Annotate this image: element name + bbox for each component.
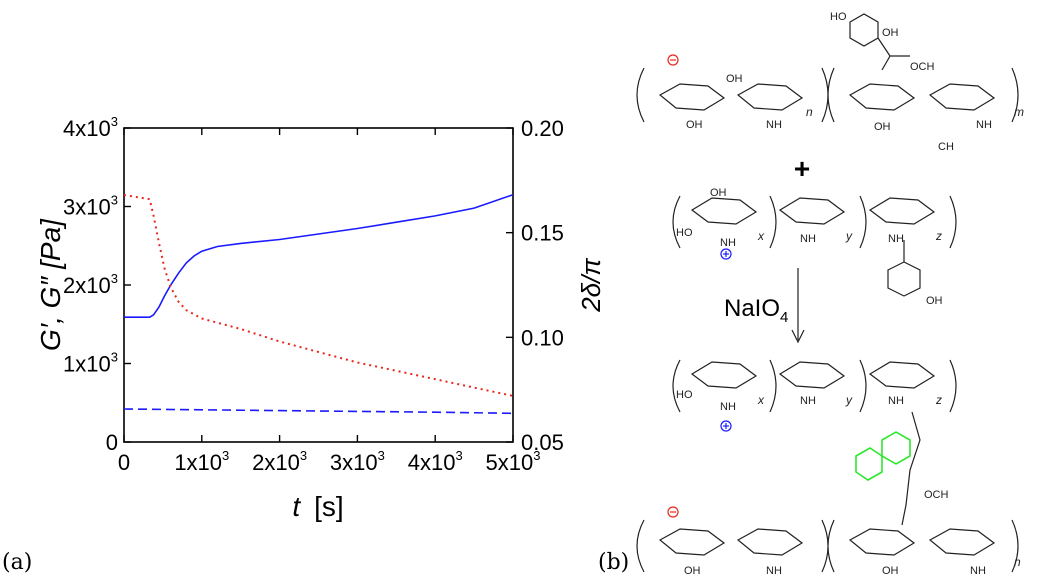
svg-text:n: n: [806, 105, 813, 119]
svg-text:NH: NH: [888, 395, 904, 407]
bottom-ring-4: [928, 528, 996, 556]
y-right-axis-label: 2δ/π: [576, 258, 606, 313]
svg-text:NH: NH: [800, 395, 816, 407]
svg-text:z: z: [935, 229, 942, 243]
mid-ring-3: [868, 197, 936, 225]
bottom-ring-1: [658, 528, 726, 556]
prod-ring-2: [778, 361, 846, 389]
x-tick-label: 1x103: [174, 448, 229, 475]
y-left-tick-label: 0: [106, 430, 118, 455]
x-tick-label: 5x103: [486, 448, 541, 475]
prod-left-paren: [672, 359, 681, 413]
svg-text:m: m: [1014, 105, 1024, 119]
svg-text:OH: OH: [882, 27, 899, 39]
bottom-ring-2: [736, 528, 804, 556]
svg-text:x: x: [757, 393, 765, 407]
prod-ring-1: [690, 361, 758, 389]
series-line-2: [123, 194, 514, 397]
svg-text:OH: OH: [926, 295, 943, 307]
series-line-1: [124, 193, 514, 319]
mid-left-paren: [672, 195, 681, 249]
bottom-right-paren: [1011, 519, 1019, 573]
y-left-axis-label: G′, G″ [Pa]: [35, 218, 66, 351]
top-mid-paren-2: [827, 67, 835, 123]
svg-text:x: x: [757, 229, 765, 243]
svg-text:n: n: [1014, 555, 1021, 569]
svg-text:OH: OH: [684, 565, 701, 577]
svg-text:NH: NH: [970, 565, 986, 577]
svg-text:NH: NH: [766, 565, 782, 577]
svg-text:z: z: [935, 393, 942, 407]
top-ring-4: [928, 83, 996, 111]
svg-text:NH: NH: [720, 401, 736, 413]
top-ring-1: [658, 83, 726, 111]
plus-sign: +: [794, 153, 810, 184]
catechol-ring-top: [849, 13, 879, 47]
top-left-paren: [636, 67, 645, 123]
top-mid-paren: [821, 67, 829, 123]
svg-text:OCH: OCH: [924, 489, 949, 501]
y-right-tick-label: 0.05: [521, 430, 564, 455]
plot-frame: [123, 127, 514, 443]
x-tick-label: 4x103: [408, 448, 463, 475]
mid-ring-2: [778, 197, 846, 225]
svg-text:HO: HO: [676, 227, 693, 239]
series-layer: [123, 193, 514, 415]
y-left-tick-label: 4x103: [63, 114, 118, 141]
y-right-tick-label: 0.20: [521, 116, 564, 141]
x-tick-label: 2x103: [252, 448, 307, 475]
svg-text:NH: NH: [720, 237, 736, 249]
svg-text:OH: OH: [710, 187, 727, 199]
svg-text:OH: OH: [882, 565, 899, 577]
bottom-ring-3: [848, 528, 916, 556]
x-axis-label: t [s]: [292, 491, 343, 522]
reaction-scheme: HO OH OH OCH OH NH OH NH CH OH HO NH NH …: [636, 11, 1024, 577]
y-right-tick-label: 0.10: [521, 325, 564, 350]
svg-text:OH: OH: [726, 73, 743, 85]
top-ring-3: [848, 83, 916, 111]
svg-text:HO: HO: [676, 389, 693, 401]
x-tick-label: 3x103: [330, 448, 385, 475]
svg-text:NH: NH: [976, 119, 992, 131]
rheology-chart: 0 1x103 2x103 3x103 4x103 5x103 0 1x103 2x103 3x1…: [35, 114, 606, 522]
svg-text:OH: OH: [686, 119, 703, 131]
ticks-layer: 0 1x103 2x103 3x103 4x103 5x103 0 1x103 2x103 3x1…: [63, 114, 564, 475]
bottom-left-paren: [636, 519, 645, 573]
svg-text:CH: CH: [938, 141, 954, 153]
panel-label-b: (b): [598, 550, 630, 575]
series-line-3: [123, 408, 514, 415]
mid-ring-1: [690, 197, 758, 225]
svg-text:NH: NH: [766, 119, 782, 131]
top-right-paren: [1011, 67, 1019, 123]
y-right-tick-label: 0.15: [521, 221, 564, 246]
y-left-tick-label: 2x103: [63, 271, 118, 298]
y-left-tick-label: 1x103: [63, 350, 118, 377]
svg-text:NH: NH: [800, 233, 816, 245]
anion-charge: [667, 54, 679, 518]
cation-charge: [720, 248, 732, 432]
svg-text:y: y: [845, 229, 853, 243]
reagent-label: NaIO4: [724, 295, 788, 326]
crosslink-ring: [855, 431, 911, 481]
catechol-ring-mid: [887, 261, 921, 297]
svg-text:OH: OH: [874, 121, 891, 133]
svg-text:OCH: OCH: [910, 61, 935, 73]
svg-text:NH: NH: [888, 233, 904, 245]
panel-label-a: (a): [2, 550, 33, 575]
prod-ring-3: [868, 361, 936, 389]
y-left-tick-label: 3x103: [63, 193, 118, 220]
svg-text:HO: HO: [830, 11, 847, 23]
top-ring-2: [736, 83, 804, 111]
x-tick-label: 0: [118, 450, 130, 475]
svg-text:y: y: [845, 393, 853, 407]
